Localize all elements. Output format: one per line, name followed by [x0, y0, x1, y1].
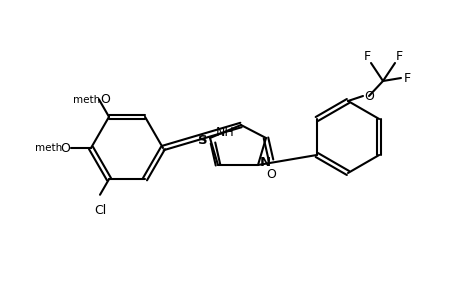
Text: O: O: [363, 89, 373, 103]
Text: NH: NH: [216, 127, 234, 140]
Text: meth: meth: [35, 143, 62, 153]
Text: F: F: [395, 50, 402, 64]
Text: N: N: [259, 157, 270, 169]
Text: O: O: [100, 93, 110, 106]
Text: F: F: [403, 71, 410, 85]
Text: F: F: [363, 50, 370, 64]
Text: Cl: Cl: [94, 204, 106, 217]
Text: O: O: [265, 168, 275, 181]
Text: O: O: [60, 142, 70, 154]
Text: S: S: [198, 134, 207, 146]
Text: meth: meth: [73, 94, 101, 104]
